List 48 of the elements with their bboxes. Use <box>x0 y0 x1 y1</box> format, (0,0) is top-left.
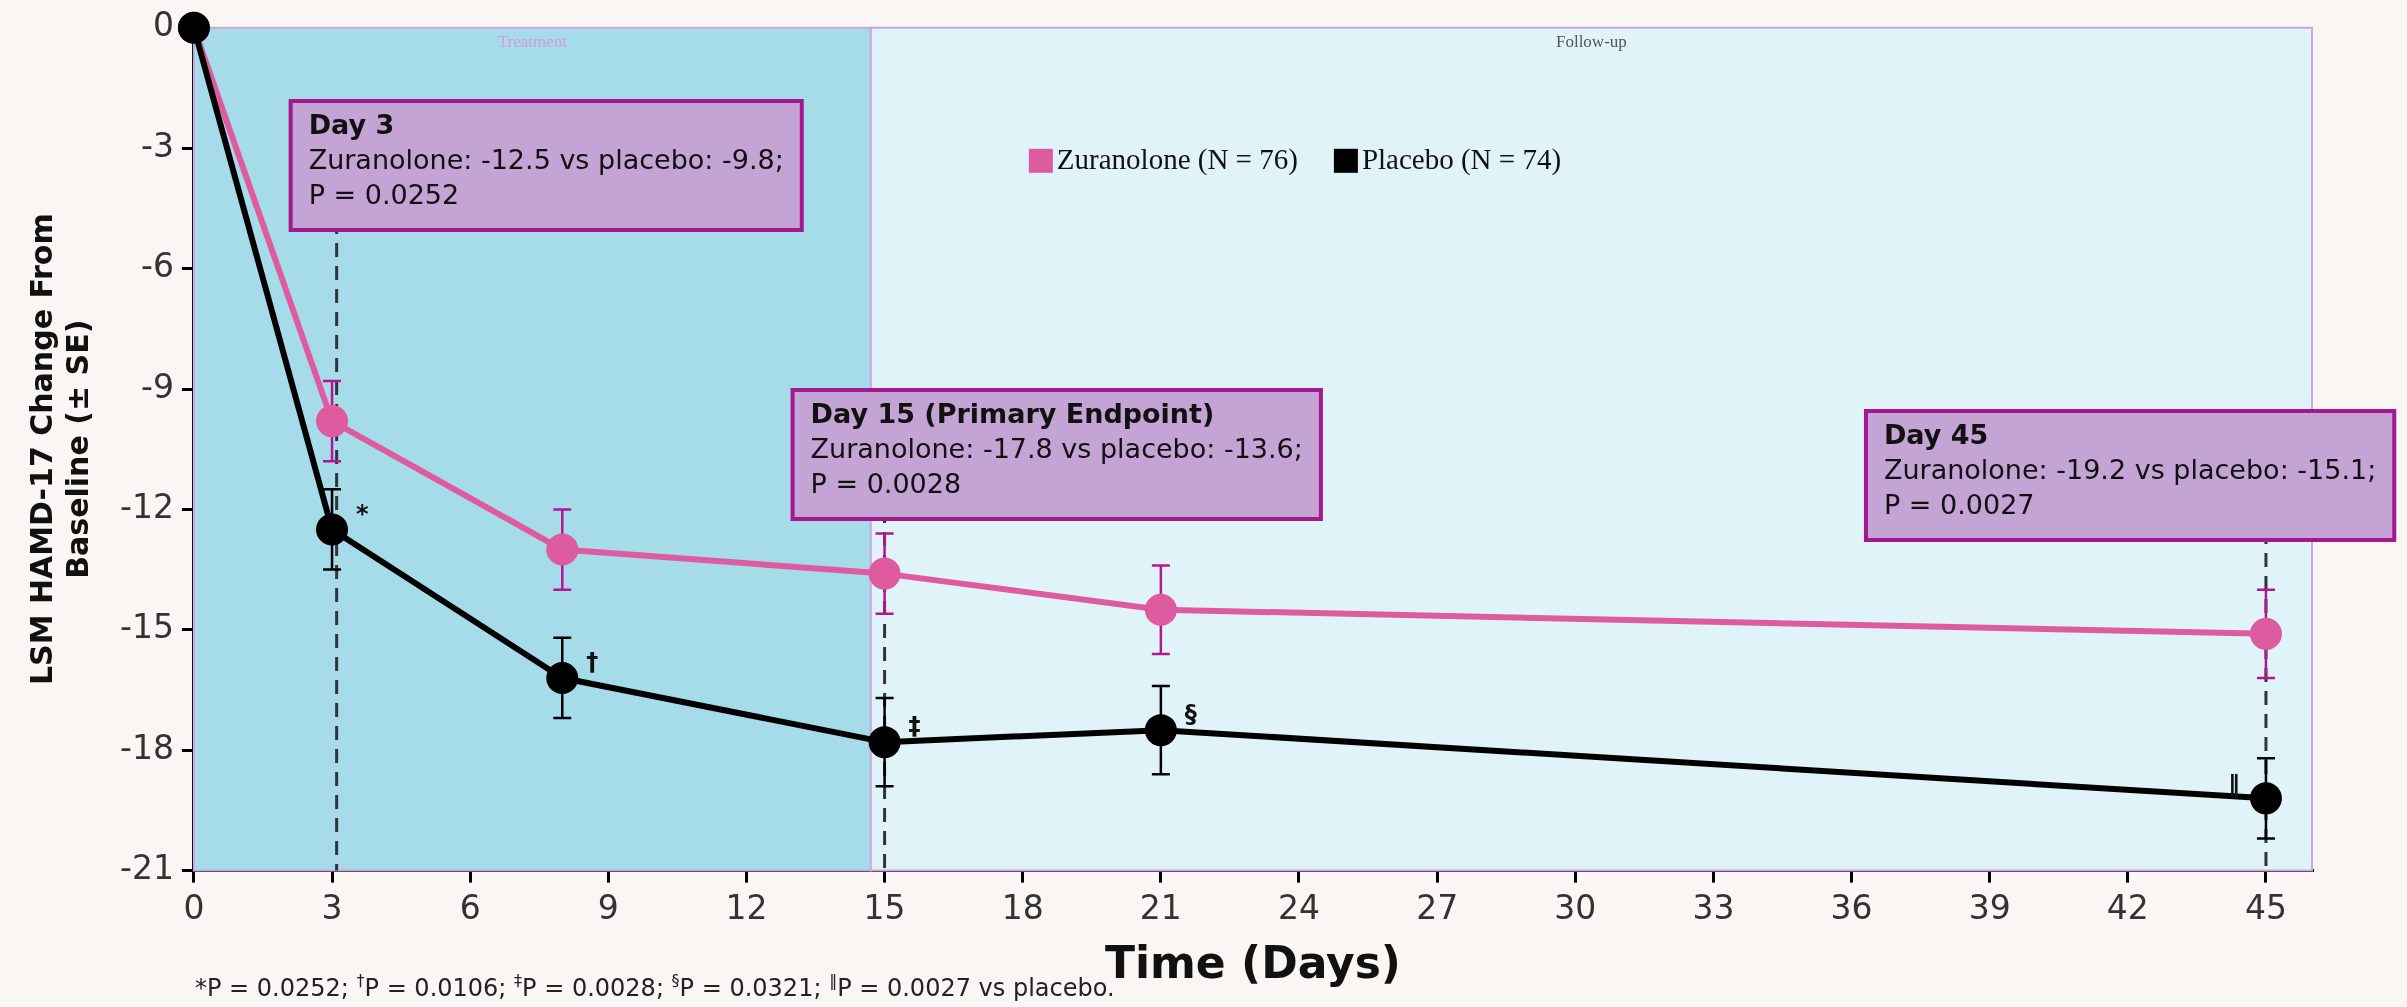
annotation: § <box>1184 700 1197 729</box>
point <box>546 533 579 566</box>
legend-label: Zuranolone (N = 76) <box>1056 143 1298 177</box>
y-tick-label: -9 <box>140 366 174 406</box>
y-tick-label: -15 <box>119 607 174 647</box>
y-tick-label: 0 <box>152 5 174 45</box>
point <box>2249 617 2282 650</box>
point <box>868 726 901 759</box>
y-tick-label: -21 <box>119 848 174 888</box>
x-tick-label: 42 <box>2106 887 2149 927</box>
point <box>1144 714 1177 747</box>
point <box>868 557 901 590</box>
x-tick-label: 36 <box>1830 887 1873 927</box>
x-tick-label: 18 <box>1001 887 1044 927</box>
text: *P = 0.0252; †P = 0.0106; ‡P = 0.0028; §P = 0.0321; ‖P = 0.0027 vs placebo. <box>195 970 1115 1002</box>
x-tick-label: 45 <box>2244 887 2287 927</box>
point <box>546 661 579 694</box>
y-tick-label: -6 <box>140 246 174 286</box>
x-tick-label: 21 <box>1139 887 1182 927</box>
y-axis-title: LSM HAMD-17 Change From Baseline (± SE) <box>23 213 95 686</box>
point <box>316 513 349 546</box>
annotation: * <box>356 499 370 528</box>
x-tick-label: 15 <box>863 887 906 927</box>
x-tick-label: 24 <box>1278 887 1320 927</box>
x-tick-label: 39 <box>1968 887 2011 927</box>
x-tick-label: 3 <box>321 887 343 927</box>
x-tick-label: 27 <box>1416 887 1459 927</box>
annotation: Day 45 Zuranolone: -19.2 vs placebo: -15.1; P = 0.0027 <box>1883 418 2377 520</box>
annotation: ‖ <box>2227 770 2240 799</box>
x-tick-label: 30 <box>1554 887 1597 927</box>
x-tick-label: 0 <box>183 887 205 927</box>
annotation: ‡ <box>908 712 921 741</box>
band-label: Treatment <box>497 31 568 51</box>
annotation: Day 3 Zuranolone: -12.5 vs placebo: -9.8; P = 0.0252 <box>308 108 784 210</box>
annotation: Day 15 (Primary Endpoint) Zuranolone: -17.8 vs placebo: -13.6; P = 0.0028 <box>810 397 1303 499</box>
band-label: Follow-up <box>1555 31 1627 51</box>
point <box>316 405 349 438</box>
x-tick-label: 12 <box>725 887 768 927</box>
x-tick-label: 33 <box>1692 887 1735 927</box>
annotation: † <box>586 648 599 677</box>
legend-label: Placebo (N = 74) <box>1361 143 1562 177</box>
x-tick-label: 6 <box>459 887 481 927</box>
y-tick-label: -3 <box>140 125 174 165</box>
y-tick-label: -12 <box>119 486 174 526</box>
x-tick-label: 9 <box>597 887 619 927</box>
point <box>1144 593 1177 626</box>
y-tick-label: -18 <box>119 727 174 767</box>
point <box>2249 782 2282 815</box>
